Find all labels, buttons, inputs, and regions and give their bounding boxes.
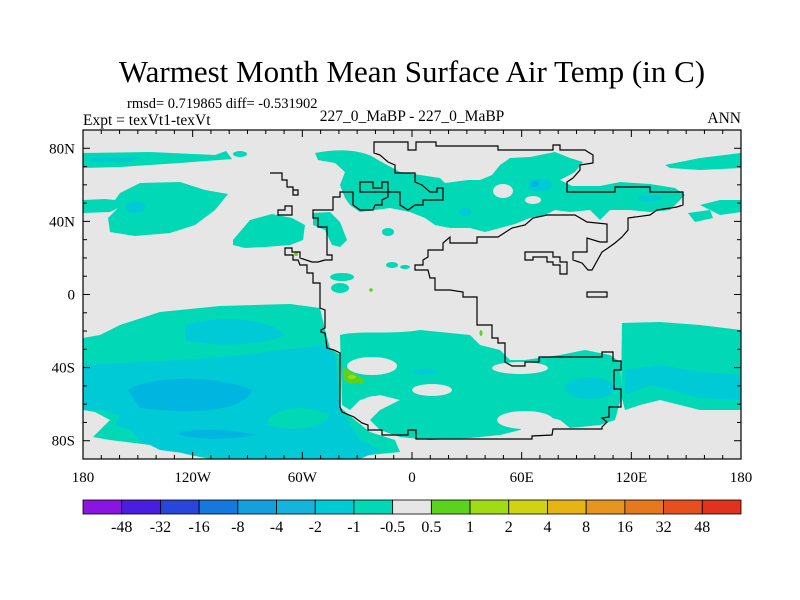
contour-hole	[497, 411, 553, 429]
x-tick-label: 120E	[615, 470, 647, 486]
contour-region-positive	[479, 330, 483, 336]
colorbar-swatch	[624, 499, 664, 515]
colorbar-swatch	[585, 499, 626, 515]
contour-region	[185, 319, 285, 345]
colorbar-swatch	[276, 499, 316, 515]
island-outline	[359, 181, 389, 193]
contour-hole	[363, 396, 387, 408]
colorbar-swatch	[121, 499, 161, 515]
contour-region	[459, 208, 471, 216]
contour-region	[233, 151, 247, 157]
x-tick-label: 0	[408, 470, 416, 486]
contour-region	[268, 408, 330, 429]
colorbar-swatch	[198, 499, 239, 515]
colorbar-label: -0.5	[380, 519, 405, 536]
colorbar-swatch	[430, 499, 471, 515]
contour-region	[88, 157, 140, 162]
contour-region	[125, 201, 145, 213]
colorbar-label: -48	[111, 519, 132, 536]
x-tick-label: 120W	[174, 470, 212, 486]
contour-region	[330, 273, 354, 281]
colorbar-swatch	[353, 499, 394, 515]
colorbar-swatch	[314, 499, 355, 515]
contour-hole	[412, 384, 452, 396]
contour-region-positive	[348, 375, 356, 379]
colorbar-swatch	[237, 499, 277, 515]
colorbar-swatch	[82, 499, 123, 515]
colorbar-swatch	[701, 499, 742, 515]
stats-text: rmsd= 0.719865 diff= -0.531902	[127, 96, 317, 112]
colorbar-label: 48	[694, 519, 710, 536]
contour-region	[313, 212, 347, 247]
island-outline	[524, 251, 568, 275]
colorbar-swatch	[392, 499, 432, 515]
colorbar-label: 4	[543, 519, 551, 536]
contour-region	[638, 195, 662, 201]
colorbar-label: -4	[270, 519, 283, 536]
contour-region	[386, 262, 398, 268]
continent-outline	[284, 141, 684, 440]
contour-region	[331, 283, 349, 293]
contour-region-positive	[294, 252, 298, 256]
x-axis-labels: 180 120W 60W 0 60E 120E 180	[72, 470, 753, 486]
x-tick-label: 180	[72, 470, 95, 486]
coastlines	[270, 141, 684, 440]
contour-region	[688, 210, 713, 222]
contour-region	[665, 153, 741, 170]
x-tick-label: 180	[730, 470, 753, 486]
contour-region	[83, 151, 232, 168]
contour-hole	[492, 362, 548, 374]
contour-hole	[525, 196, 541, 204]
colorbar-swatch	[547, 499, 587, 515]
colorbar-label: 32	[656, 519, 672, 536]
colorbar-label: -16	[188, 519, 209, 536]
contour-region	[382, 228, 394, 236]
y-tick-label: 80S	[52, 434, 75, 450]
colorbar-swatch	[663, 499, 703, 515]
colorbar-label: -32	[150, 519, 171, 536]
season-text: ANN	[707, 110, 741, 127]
colorbar-swatch	[160, 499, 200, 515]
contour-region	[625, 365, 741, 400]
contour-region	[565, 377, 615, 399]
colorbar-label: -8	[231, 519, 244, 536]
contour-hole	[347, 357, 397, 375]
x-tick-label: 60E	[510, 470, 534, 486]
y-tick-label: 0	[68, 288, 76, 304]
colorbar-label: 2	[505, 519, 513, 536]
contour-region	[233, 214, 305, 248]
contour-region	[128, 378, 252, 411]
colorbar-swatch	[469, 499, 510, 515]
colorbar-swatch	[508, 499, 548, 515]
x-tick-label: 60W	[288, 470, 318, 486]
colorbar-label: -1	[347, 519, 360, 536]
island-outline	[277, 205, 293, 216]
y-tick-label: 80N	[49, 141, 75, 157]
contour-hole	[493, 184, 513, 198]
axis-ticks	[82, 129, 742, 460]
colorbar-label: 0.5	[421, 519, 441, 536]
center-text: 227_0_MaBP - 227_0_MaBP	[320, 108, 505, 125]
contour-region	[531, 181, 539, 187]
colorbar-label: 1	[466, 519, 474, 536]
expt-text: Expt = texVt1-texVt	[83, 112, 211, 129]
contour-region	[180, 429, 255, 439]
colorbar-label: 16	[617, 519, 633, 536]
contour-region	[400, 265, 410, 269]
colorbar-label: -2	[309, 519, 322, 536]
plot-title: Warmest Month Mean Surface Air Temp (in …	[119, 54, 705, 89]
contour-region	[83, 182, 228, 236]
colorbar: -48 -32 -16 -8 -4 -2 -1 -0.5 0.5 1 2 4 8 16 32 48	[82, 499, 742, 536]
y-tick-label: 40N	[49, 214, 75, 230]
colorbar-label: 8	[582, 519, 590, 536]
island-outline	[586, 291, 608, 298]
contour-region	[700, 200, 741, 215]
contour-region-positive	[369, 288, 373, 292]
island-outline	[270, 172, 299, 196]
y-axis-labels: 80N 40N 0 40S 80S	[49, 141, 75, 449]
map-field	[83, 130, 741, 459]
y-tick-label: 40S	[52, 361, 75, 377]
contour-region	[413, 369, 437, 375]
